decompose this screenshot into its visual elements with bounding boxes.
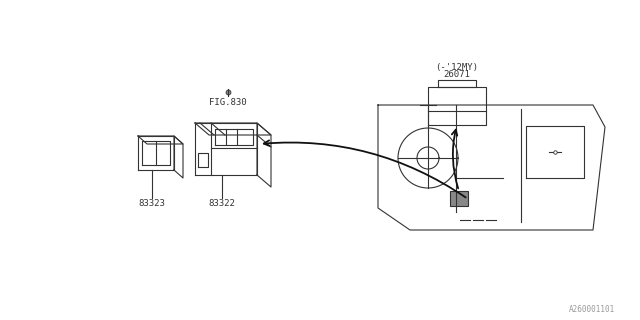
Bar xyxy=(450,191,468,206)
Text: A260001101: A260001101 xyxy=(569,306,615,315)
Text: (-'12MY): (-'12MY) xyxy=(435,62,479,71)
Text: FIG.830: FIG.830 xyxy=(209,98,247,107)
Text: 83323: 83323 xyxy=(139,199,165,209)
Text: 83322: 83322 xyxy=(209,199,236,209)
Text: 26071: 26071 xyxy=(444,69,470,78)
